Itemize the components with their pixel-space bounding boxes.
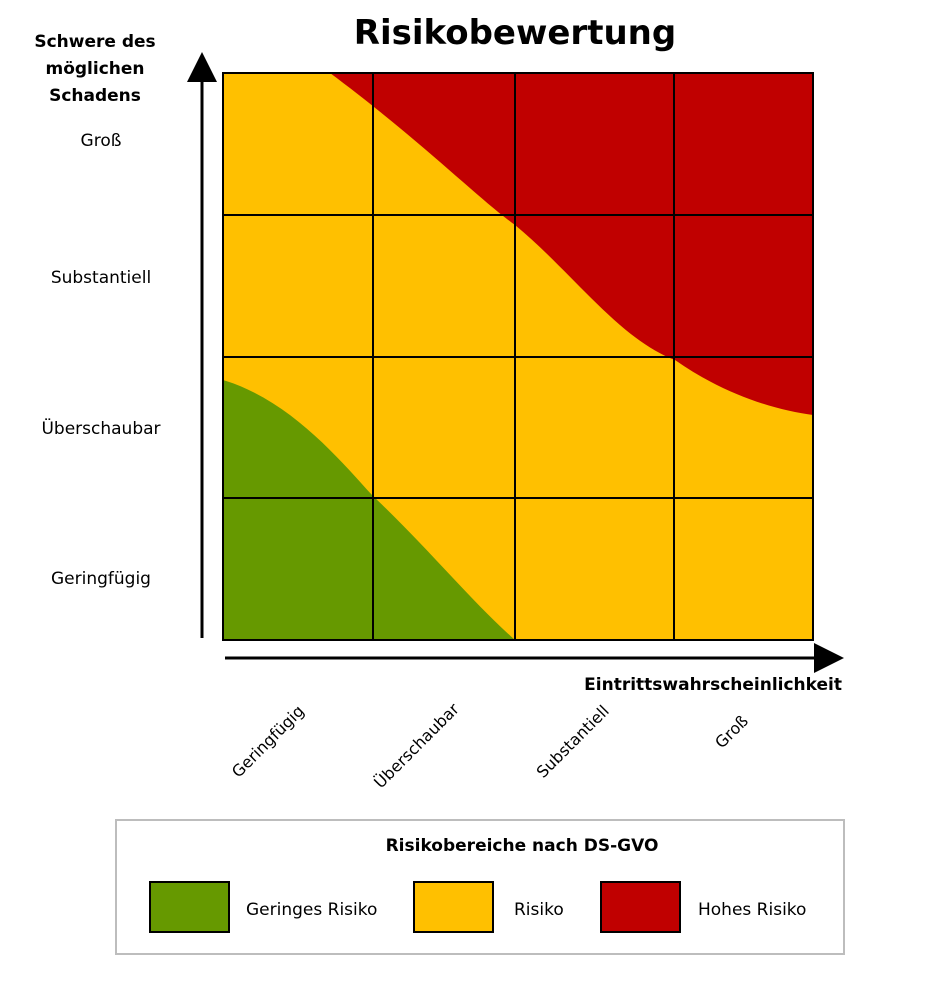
y-tick-gross: Groß	[81, 131, 122, 151]
x-tick-substantiell: Substantiell	[533, 701, 613, 781]
legend-swatch-low	[149, 881, 230, 933]
diagram-title: Risikobewertung	[354, 13, 676, 53]
x-tick-gross: Groß	[711, 711, 752, 752]
legend-label-high: Hohes Risiko	[698, 900, 806, 920]
region-high	[330, 73, 813, 415]
x-tick-ueberschaubar: Überschaubar	[370, 699, 463, 792]
legend-swatch-medium	[413, 881, 494, 933]
y-tick-geringfuegig: Geringfügig	[51, 569, 151, 589]
region-low	[223, 380, 515, 640]
legend-swatch-high	[600, 881, 681, 933]
y-axis-label-line-1: Schwere des	[34, 32, 155, 52]
matrix-grid	[222, 72, 814, 641]
legend: Risikobereiche nach DS-GVO Geringes Risi…	[115, 819, 845, 955]
x-axis-label: Eintrittswahrscheinlichkeit	[584, 675, 842, 695]
legend-label-medium: Risiko	[514, 900, 564, 920]
y-axis-label-line-2: möglichen	[45, 59, 144, 79]
y-axis-label-line-3: Schadens	[49, 86, 141, 106]
legend-label-low: Geringes Risiko	[246, 900, 377, 920]
y-tick-ueberschaubar: Überschaubar	[41, 417, 160, 439]
y-tick-substantiell: Substantiell	[51, 268, 151, 288]
x-tick-geringfuegig: Geringfügig	[228, 701, 308, 781]
legend-title: Risikobereiche nach DS-GVO	[386, 836, 659, 856]
